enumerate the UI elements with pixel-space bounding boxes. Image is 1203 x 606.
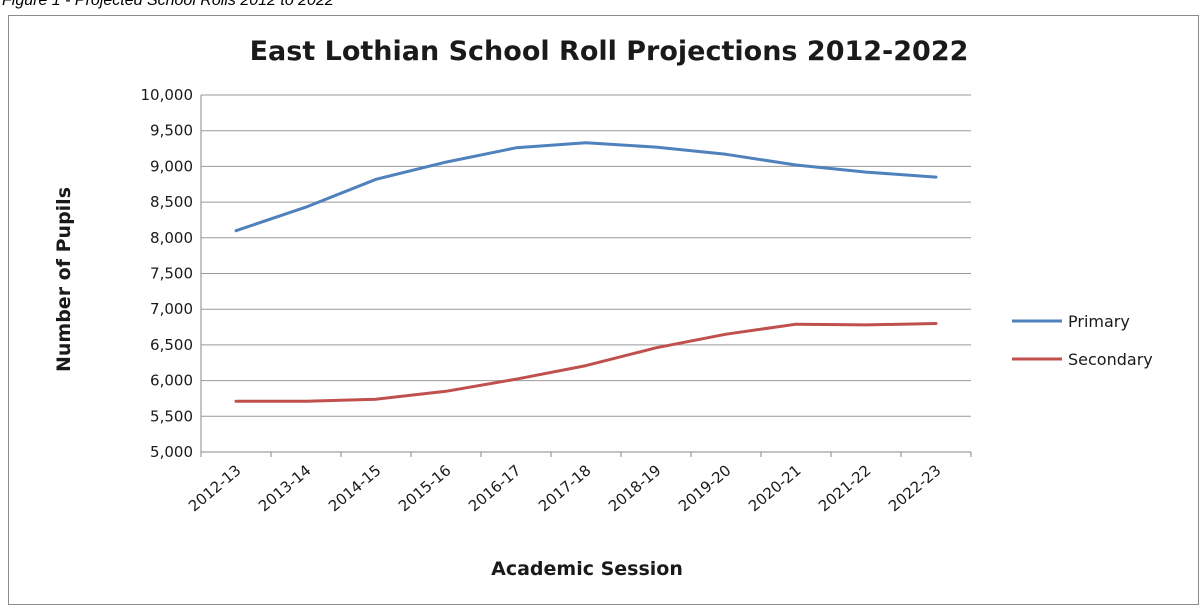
y-axis-title: Number of Pupils (53, 187, 75, 372)
legend: Primary Secondary (1012, 312, 1153, 369)
y-tick-label: 7,000 (150, 300, 193, 318)
x-tick-label: 2018-19 (605, 461, 665, 515)
figure-caption: Figure 1 - Projected School Rolls 2012 t… (2, 0, 334, 9)
y-tick-label: 5,500 (150, 407, 193, 425)
x-tick-label: 2019-20 (675, 461, 735, 515)
y-tick-label: 9,500 (150, 122, 193, 140)
x-tick-label: 2017-18 (535, 461, 595, 515)
y-tick-label: 8,500 (150, 193, 193, 211)
x-tick-label: 2014-15 (325, 461, 385, 515)
x-tick-label: 2021-22 (815, 461, 875, 515)
y-tick-label: 9,000 (150, 157, 193, 175)
y-tick-label: 5,000 (150, 443, 193, 461)
legend-label-primary: Primary (1068, 312, 1130, 331)
legend-label-secondary: Secondary (1068, 350, 1153, 369)
x-axis-title: Academic Session (491, 558, 683, 580)
x-tick-label: 2015-16 (395, 461, 455, 515)
y-tick-label: 10,000 (141, 86, 194, 104)
y-tick-labels: 5,000 5,500 6,000 6,500 7,000 7,500 8,000 8,500… (141, 86, 194, 461)
chart-frame: East Lothian School Roll Projections 201… (8, 15, 1199, 605)
x-tick-labels: 2012-13 2013-14 2014-15 2015-16 2016-17 2017-… (185, 461, 945, 515)
x-tick-label: 2012-13 (185, 461, 245, 515)
gridlines (200, 94, 972, 457)
series-line-primary (234, 141, 938, 233)
series-lines (234, 141, 938, 403)
y-tick-label: 6,500 (150, 336, 193, 354)
y-tick-label: 7,500 (150, 265, 193, 283)
y-tick-label: 8,000 (150, 229, 193, 247)
series-line-secondary (234, 322, 938, 403)
chart-title: East Lothian School Roll Projections 201… (250, 36, 969, 67)
x-tick-label: 2022-23 (885, 461, 945, 515)
x-tick-label: 2020-21 (745, 461, 805, 515)
y-tick-label: 6,000 (150, 372, 193, 390)
x-tick-label: 2013-14 (255, 461, 315, 515)
line-chart: East Lothian School Roll Projections 201… (53, 36, 1153, 580)
x-tick-label: 2016-17 (465, 461, 525, 515)
